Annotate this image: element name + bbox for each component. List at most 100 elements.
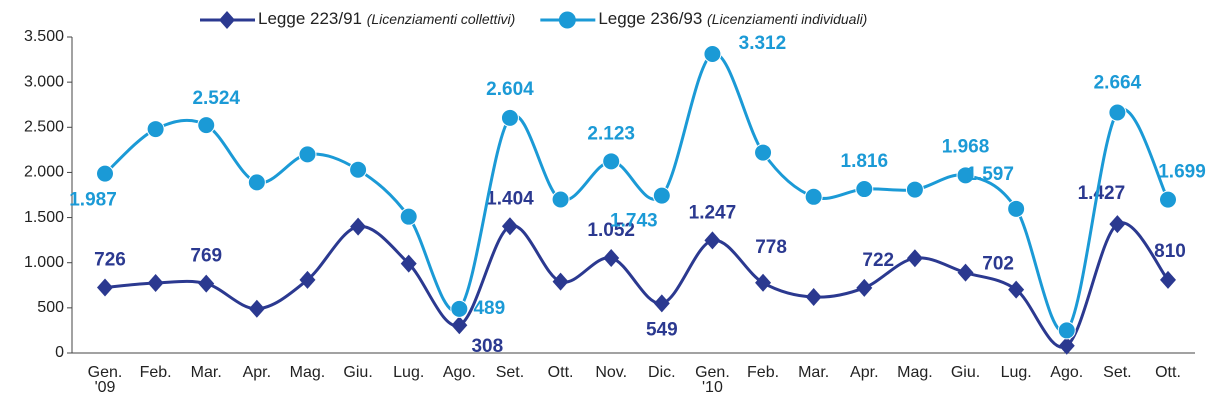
marker (451, 316, 468, 335)
legend-label: Legge 236/93 (Licenziamenti individuali) (598, 9, 867, 28)
marker (754, 143, 773, 162)
x-tick-label: Feb. (747, 364, 779, 381)
marker (804, 187, 823, 206)
marker (855, 180, 874, 199)
value-label: 2.524 (192, 88, 240, 109)
value-label: 1.816 (841, 151, 889, 172)
value-label: 778 (755, 237, 787, 258)
marker (1058, 336, 1075, 355)
value-label: 1.247 (689, 202, 737, 223)
marker (248, 299, 265, 318)
x-tick-label: Set. (1103, 364, 1131, 381)
y-tick-label: 2.500 (24, 119, 64, 136)
value-label: 2.123 (587, 123, 635, 144)
marker (1007, 199, 1026, 218)
marker (957, 263, 974, 282)
marker (197, 116, 216, 135)
x-tick-label: Nov. (595, 364, 627, 381)
marker (450, 299, 469, 318)
marker (551, 190, 570, 209)
y-tick-label: 3.500 (24, 28, 64, 45)
marker (956, 166, 975, 185)
marker (146, 120, 165, 139)
x-tick-label: Apr. (850, 364, 878, 381)
series-line (104, 221, 1170, 349)
marker (399, 207, 418, 226)
marker (805, 288, 822, 307)
marker (704, 231, 721, 250)
value-label: 2.604 (486, 79, 534, 100)
value-label: 1.597 (966, 164, 1014, 185)
x-tick-label: Gen. '09 (88, 364, 123, 396)
marker (703, 44, 722, 63)
marker (299, 270, 316, 289)
value-label: 1.968 (942, 136, 990, 157)
legend-marker (558, 11, 576, 29)
x-tick-label: Ago. (443, 364, 476, 381)
x-tick-label: Mar. (191, 364, 222, 381)
x-tick-label: Apr. (243, 364, 271, 381)
marker (652, 186, 671, 205)
marker (1108, 103, 1127, 122)
value-label: 3.312 (739, 33, 787, 54)
x-tick-label: Mar. (798, 364, 829, 381)
value-label: 549 (646, 319, 678, 340)
x-tick-label: Lug. (393, 364, 424, 381)
x-tick-label: Giu. (343, 364, 372, 381)
marker (1159, 190, 1177, 209)
marker (905, 180, 924, 199)
marker (755, 273, 772, 292)
y-tick-label: 2.000 (24, 164, 64, 181)
legend-marker (219, 11, 235, 29)
x-tick-label: Ago. (1050, 364, 1083, 381)
value-label: 2.664 (1094, 72, 1142, 93)
marker (653, 294, 670, 313)
x-tick-label: Mag. (897, 364, 933, 381)
marker (552, 272, 569, 291)
value-label: 702 (982, 254, 1014, 275)
x-tick-label: Ott. (548, 364, 574, 381)
value-label: 1.052 (587, 220, 635, 241)
marker (906, 249, 923, 268)
marker (96, 164, 114, 183)
value-label: 1.743 (610, 211, 658, 232)
y-tick-label: 500 (37, 299, 64, 316)
y-tick-label: 1.000 (24, 254, 64, 271)
value-label: 308 (471, 336, 503, 357)
marker (247, 173, 266, 192)
value-label: 1.699 (1158, 162, 1206, 183)
marker (1057, 321, 1076, 340)
value-label: 1.404 (486, 188, 534, 209)
value-label: 769 (190, 246, 222, 267)
value-label: 489 (473, 298, 505, 319)
value-label: 1.987 (69, 190, 117, 211)
x-tick-label: Mag. (290, 364, 326, 381)
value-label: 1.427 (1078, 183, 1126, 204)
marker (349, 160, 368, 179)
series-line (103, 52, 1170, 334)
y-tick-label: 0 (55, 344, 64, 361)
value-label: 726 (94, 249, 126, 270)
x-tick-label: Gen. '10 (695, 364, 730, 396)
marker (298, 145, 317, 164)
x-tick-label: Giu. (951, 364, 980, 381)
value-label: 810 (1154, 241, 1186, 262)
value-label: 722 (862, 250, 894, 271)
marker (400, 254, 417, 273)
marker (602, 152, 621, 171)
marker (198, 274, 215, 293)
y-tick-label: 3.000 (24, 73, 64, 90)
x-tick-label: Lug. (1001, 364, 1032, 381)
marker (1160, 270, 1176, 289)
marker (856, 278, 873, 297)
marker (350, 217, 367, 236)
x-tick-label: Dic. (648, 364, 676, 381)
x-tick-label: Feb. (140, 364, 172, 381)
marker (501, 217, 518, 236)
marker (603, 249, 620, 268)
marker (1008, 280, 1025, 299)
marker (500, 108, 519, 127)
marker (147, 274, 164, 293)
legend-label: Legge 223/91 (Licenziamenti collettivi) (258, 9, 515, 28)
marker (1109, 215, 1126, 234)
